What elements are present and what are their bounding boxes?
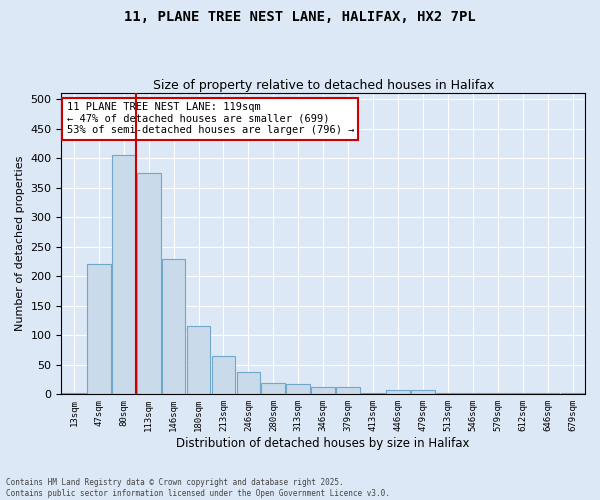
X-axis label: Distribution of detached houses by size in Halifax: Distribution of detached houses by size … xyxy=(176,437,470,450)
Bar xyxy=(162,258,185,394)
Bar xyxy=(336,387,360,394)
Bar xyxy=(87,264,110,394)
Text: 11, PLANE TREE NEST LANE, HALIFAX, HX2 7PL: 11, PLANE TREE NEST LANE, HALIFAX, HX2 7… xyxy=(124,10,476,24)
Bar xyxy=(137,173,161,394)
Bar xyxy=(461,393,485,394)
Text: 11 PLANE TREE NEST LANE: 119sqm
← 47% of detached houses are smaller (699)
53% o: 11 PLANE TREE NEST LANE: 119sqm ← 47% of… xyxy=(67,102,354,136)
Bar xyxy=(286,384,310,394)
Bar xyxy=(262,382,285,394)
Title: Size of property relative to detached houses in Halifax: Size of property relative to detached ho… xyxy=(152,79,494,92)
Bar xyxy=(62,393,86,394)
Bar xyxy=(560,393,584,394)
Y-axis label: Number of detached properties: Number of detached properties xyxy=(15,156,25,332)
Bar xyxy=(386,390,410,394)
Bar xyxy=(511,393,535,394)
Bar xyxy=(236,372,260,394)
Bar xyxy=(361,393,385,394)
Bar xyxy=(436,393,460,394)
Bar xyxy=(311,387,335,394)
Bar xyxy=(486,393,509,394)
Bar xyxy=(212,356,235,395)
Bar xyxy=(536,393,559,394)
Bar xyxy=(112,155,136,394)
Text: Contains HM Land Registry data © Crown copyright and database right 2025.
Contai: Contains HM Land Registry data © Crown c… xyxy=(6,478,390,498)
Bar xyxy=(187,326,211,394)
Bar xyxy=(411,390,435,394)
